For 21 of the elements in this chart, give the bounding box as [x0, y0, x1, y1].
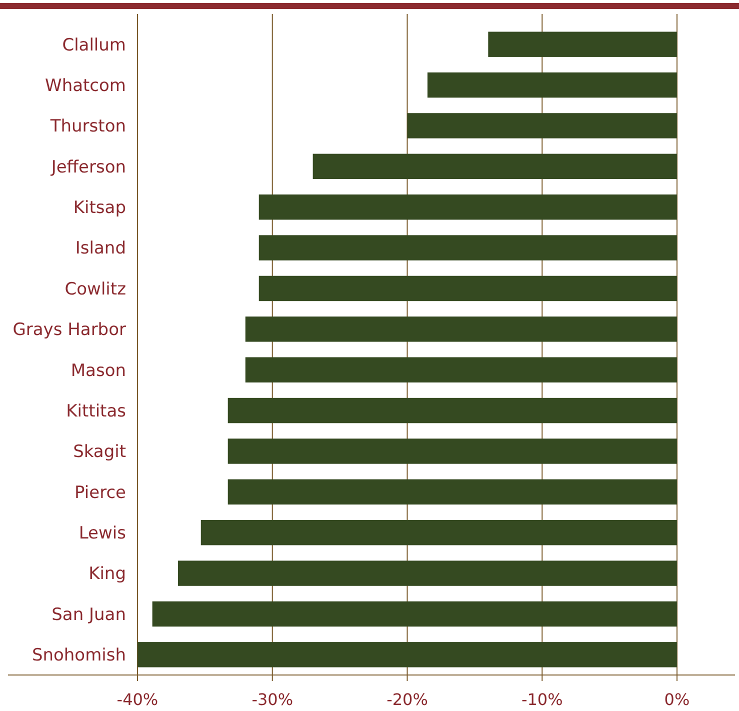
y-tick-label: Whatcom [45, 76, 126, 96]
y-tick-label: King [88, 564, 126, 584]
y-tick-label: Mason [70, 360, 126, 381]
y-tick-label: Island [75, 238, 126, 259]
y-tick-label: Lewis [78, 524, 126, 544]
y-tick-label: Pierce [74, 482, 126, 503]
x-tick-label: -20% [386, 690, 428, 709]
y-tick-label: Clallum [62, 35, 126, 56]
y-tick-label: Cowlitz [64, 279, 126, 300]
y-tick-label: Grays Harbor [12, 320, 126, 340]
x-tick-label: -30% [252, 690, 294, 709]
y-tick-label: Skagit [73, 442, 126, 462]
y-tick-label: Snohomish [32, 646, 126, 666]
y-tick-label: Kittitas [66, 401, 126, 422]
x-tick-label: -40% [116, 690, 158, 709]
x-tick-label: 0% [664, 690, 690, 709]
y-tick-label: Thurston [49, 116, 126, 137]
y-tick-label: Kitsap [73, 198, 126, 218]
x-tick-label: -10% [521, 690, 563, 709]
y-tick-label: San Juan [52, 604, 126, 625]
y-tick-label: Jefferson [50, 157, 126, 178]
